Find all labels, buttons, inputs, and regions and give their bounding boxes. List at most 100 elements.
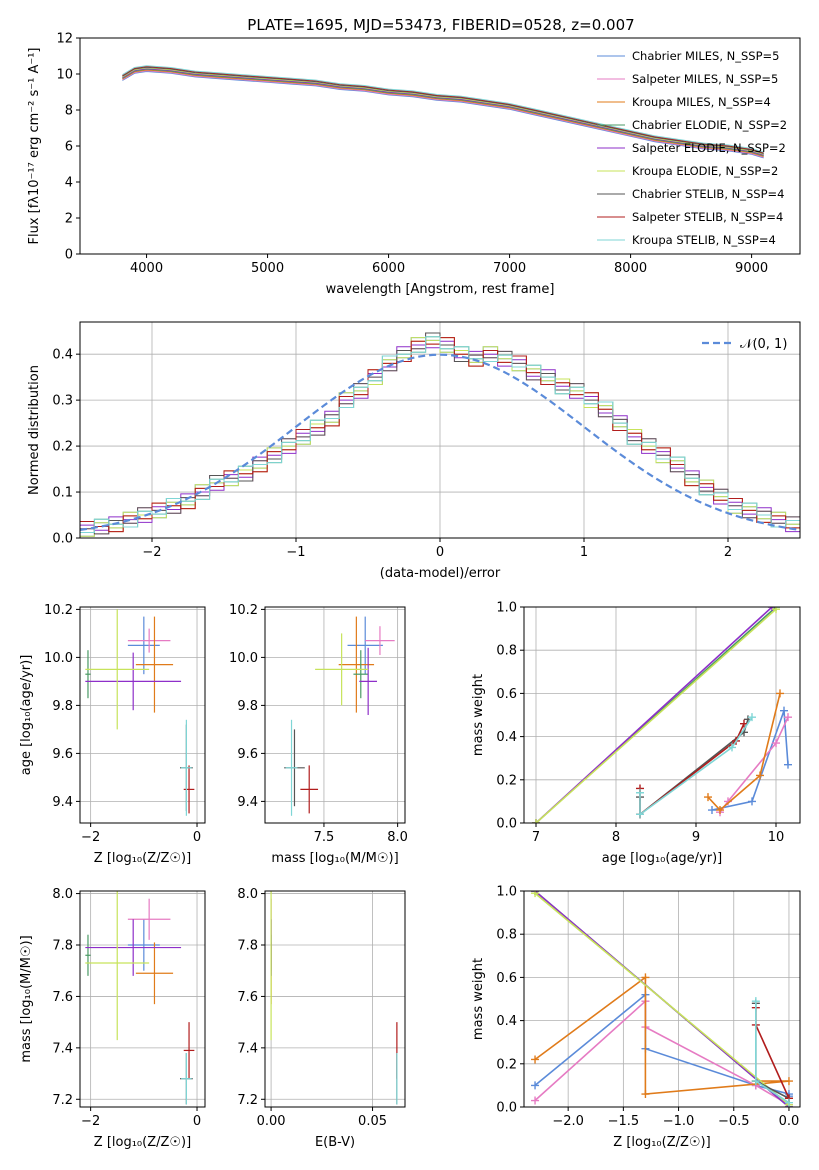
- y-tick-label: 9.4: [52, 795, 73, 810]
- legend-label: 𝒩(0, 1): [740, 337, 787, 352]
- y-tick-label: 0: [65, 248, 73, 263]
- x-tick-label: 0.0: [779, 1114, 800, 1129]
- y-tick-label: 10.2: [44, 603, 73, 618]
- x-tick-label: 6000: [372, 261, 405, 276]
- x-tick-label: −0.5: [718, 1114, 750, 1129]
- y-tick-label: 0.8: [496, 644, 517, 659]
- x-tick-label: −1: [286, 545, 305, 560]
- weight-marker: [641, 1090, 650, 1099]
- y-axis-label: Normed distribution: [27, 365, 42, 495]
- model-spectrum-line: [122, 69, 764, 157]
- chart-age-vs-mass: 7.5 8.0 9.4 9.6 9.8 10.0 10.2 mass [log₁₀(M/M☉)…: [229, 603, 408, 866]
- legend-label: Salpeter ELODIE, N_SSP=2: [632, 141, 786, 155]
- legend: 𝒩(0, 1): [702, 337, 787, 352]
- x-tick-label: 9000: [735, 261, 768, 276]
- y-tick-label: 4: [65, 176, 73, 191]
- legend-label: Kroupa MILES, N_SSP=4: [632, 95, 771, 109]
- weight-line: [534, 993, 790, 1097]
- y-axis-label: mass weight: [471, 674, 486, 756]
- axes-frame: [264, 890, 406, 1108]
- y-axis-label: Flux [fλ10⁻¹⁷ erg cm⁻² s⁻¹ A⁻¹]: [27, 48, 42, 245]
- legend-label: Chabrier MILES, N_SSP=5: [632, 49, 779, 63]
- y-tick-label: 1.0: [496, 885, 517, 900]
- weight-marker: [748, 797, 756, 806]
- y-tick-label: 0.4: [52, 348, 73, 363]
- x-tick-label: −2: [81, 830, 100, 845]
- y-tick-label: 8: [65, 104, 73, 119]
- y-tick-label: 10.0: [44, 651, 73, 666]
- chart-spectrum: Chabrier MILES, N_SSP=5 Salpeter MILES, N…: [27, 32, 801, 297]
- weight-marker: [531, 1081, 540, 1090]
- chart-weight-vs-age: 7 8 9 10 0.0 0.2 0.4 0.6 0.8 1.0 age [log₁₀(age/yr…: [471, 601, 801, 866]
- weight-marker: [740, 719, 748, 728]
- x-axis-label: Z [log₁₀(Z/Z☉)]: [613, 1135, 710, 1150]
- y-tick-label: 9.8: [52, 699, 73, 714]
- x-axis-label: mass [log₁₀(M/M☉)]: [271, 851, 398, 866]
- y-tick-label: 7.4: [237, 1041, 258, 1056]
- weight-line: [711, 710, 789, 811]
- weight-marker: [636, 788, 644, 797]
- y-tick-label: 7.8: [52, 939, 73, 954]
- model-spectrum-line: [122, 65, 764, 153]
- y-tick-label: 0.8: [496, 928, 517, 943]
- x-tick-label: 1: [580, 545, 588, 560]
- y-tick-label: 0.2: [496, 1057, 517, 1072]
- x-tick-label: 0.05: [358, 1114, 387, 1129]
- weight-marker: [784, 1098, 793, 1107]
- y-tick-label: 0.6: [496, 687, 517, 702]
- plot-area-residuals: [80, 332, 800, 537]
- x-axis-label: Z [log₁₀(Z/Z☉)]: [94, 1135, 191, 1150]
- y-tick-label: 12: [56, 32, 73, 47]
- x-tick-label: 0.00: [257, 1114, 286, 1129]
- y-tick-label: 9.6: [237, 747, 258, 762]
- legend-label: Chabrier ELODIE, N_SSP=2: [632, 118, 787, 132]
- x-tick-label: 7000: [493, 261, 526, 276]
- model-spectrum-line: [122, 70, 764, 159]
- weight-line: [639, 716, 753, 816]
- legend-label: Kroupa ELODIE, N_SSP=2: [632, 164, 778, 178]
- x-axis-label: E(B-V): [315, 1135, 355, 1150]
- y-tick-label: 2: [65, 212, 73, 227]
- x-tick-label: 0: [436, 545, 444, 560]
- weight-marker: [716, 806, 724, 815]
- y-tick-label: 7.8: [237, 939, 258, 954]
- y-tick-label: 7.2: [52, 1093, 73, 1108]
- x-tick-label: 10: [768, 830, 785, 845]
- weight-marker: [751, 997, 760, 1006]
- y-tick-label: 7.4: [52, 1041, 73, 1056]
- figure-title: PLATE=1695, MJD=53473, FIBERID=0528, z=0…: [247, 16, 634, 34]
- legend-label: Salpeter STELIB, N_SSP=4: [632, 210, 783, 224]
- y-tick-label: 0.0: [496, 817, 517, 832]
- y-axis-label: mass [log₁₀(M/M☉)]: [19, 935, 34, 1062]
- y-tick-label: 0.4: [496, 730, 517, 745]
- y-tick-label: 0.1: [52, 486, 73, 501]
- x-tick-label: −2.0: [552, 1114, 584, 1129]
- axes-frame: [79, 606, 206, 824]
- weight-marker: [780, 706, 788, 715]
- legend-label: Chabrier STELIB, N_SSP=4: [632, 187, 784, 201]
- weight-marker: [532, 819, 540, 823]
- weight-marker: [756, 771, 764, 780]
- axes-frame: [523, 606, 801, 824]
- y-tick-label: 7.6: [237, 990, 258, 1005]
- model-spectrum-line: [122, 68, 764, 156]
- model-spectrum-line: [122, 65, 764, 154]
- y-tick-label: 0.2: [52, 440, 73, 455]
- plot-area-mass-vs-ebv: [270, 891, 398, 1105]
- weight-marker: [704, 793, 712, 802]
- y-tick-label: 6: [65, 140, 73, 155]
- weight-marker: [772, 739, 780, 748]
- plot-area-weight-vs-Z: [531, 891, 793, 1107]
- weight-marker: [728, 743, 736, 752]
- axes-frame: [264, 606, 406, 824]
- weight-marker: [531, 1096, 540, 1105]
- weight-line: [707, 693, 781, 812]
- x-tick-label: 7.5: [314, 830, 335, 845]
- legend-label: Kroupa STELIB, N_SSP=4: [632, 233, 776, 247]
- x-tick-label: 5000: [251, 261, 284, 276]
- y-tick-label: 0.2: [496, 773, 517, 788]
- x-tick-label: 0: [193, 1114, 201, 1129]
- x-tick-label: −1.0: [663, 1114, 695, 1129]
- y-axis-label: mass weight: [471, 958, 486, 1040]
- y-tick-label: 9.4: [237, 795, 258, 810]
